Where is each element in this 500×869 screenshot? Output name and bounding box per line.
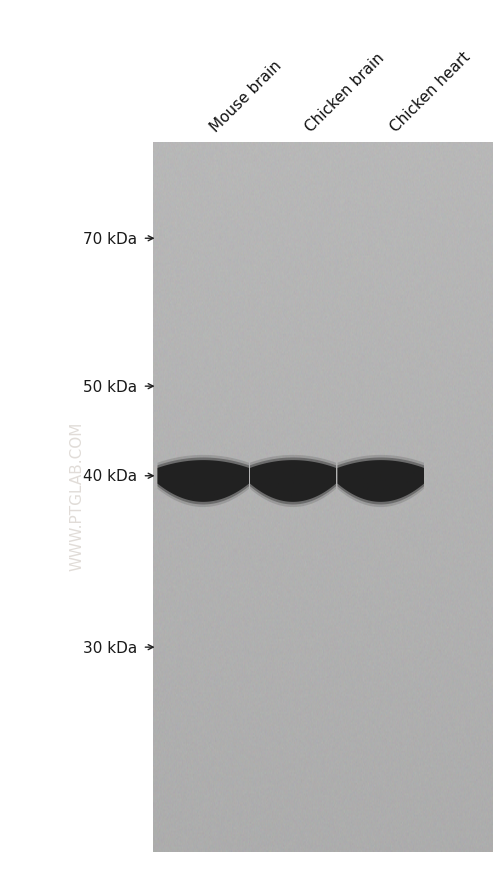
Polygon shape — [158, 458, 249, 505]
Polygon shape — [250, 461, 336, 502]
Polygon shape — [338, 458, 424, 505]
Text: Mouse brain: Mouse brain — [208, 58, 284, 135]
Polygon shape — [338, 461, 424, 502]
Text: 50 kDa: 50 kDa — [84, 379, 138, 395]
Polygon shape — [338, 455, 424, 507]
Text: 30 kDa: 30 kDa — [83, 640, 138, 655]
Text: Chicken heart: Chicken heart — [388, 49, 473, 135]
Text: 70 kDa: 70 kDa — [84, 231, 138, 247]
Text: 40 kDa: 40 kDa — [84, 468, 138, 484]
Polygon shape — [250, 455, 336, 507]
Text: WWW.PTGLAB.COM: WWW.PTGLAB.COM — [70, 421, 85, 570]
Polygon shape — [158, 461, 249, 502]
Polygon shape — [250, 458, 336, 505]
Text: Chicken brain: Chicken brain — [302, 50, 387, 135]
Polygon shape — [158, 455, 249, 507]
